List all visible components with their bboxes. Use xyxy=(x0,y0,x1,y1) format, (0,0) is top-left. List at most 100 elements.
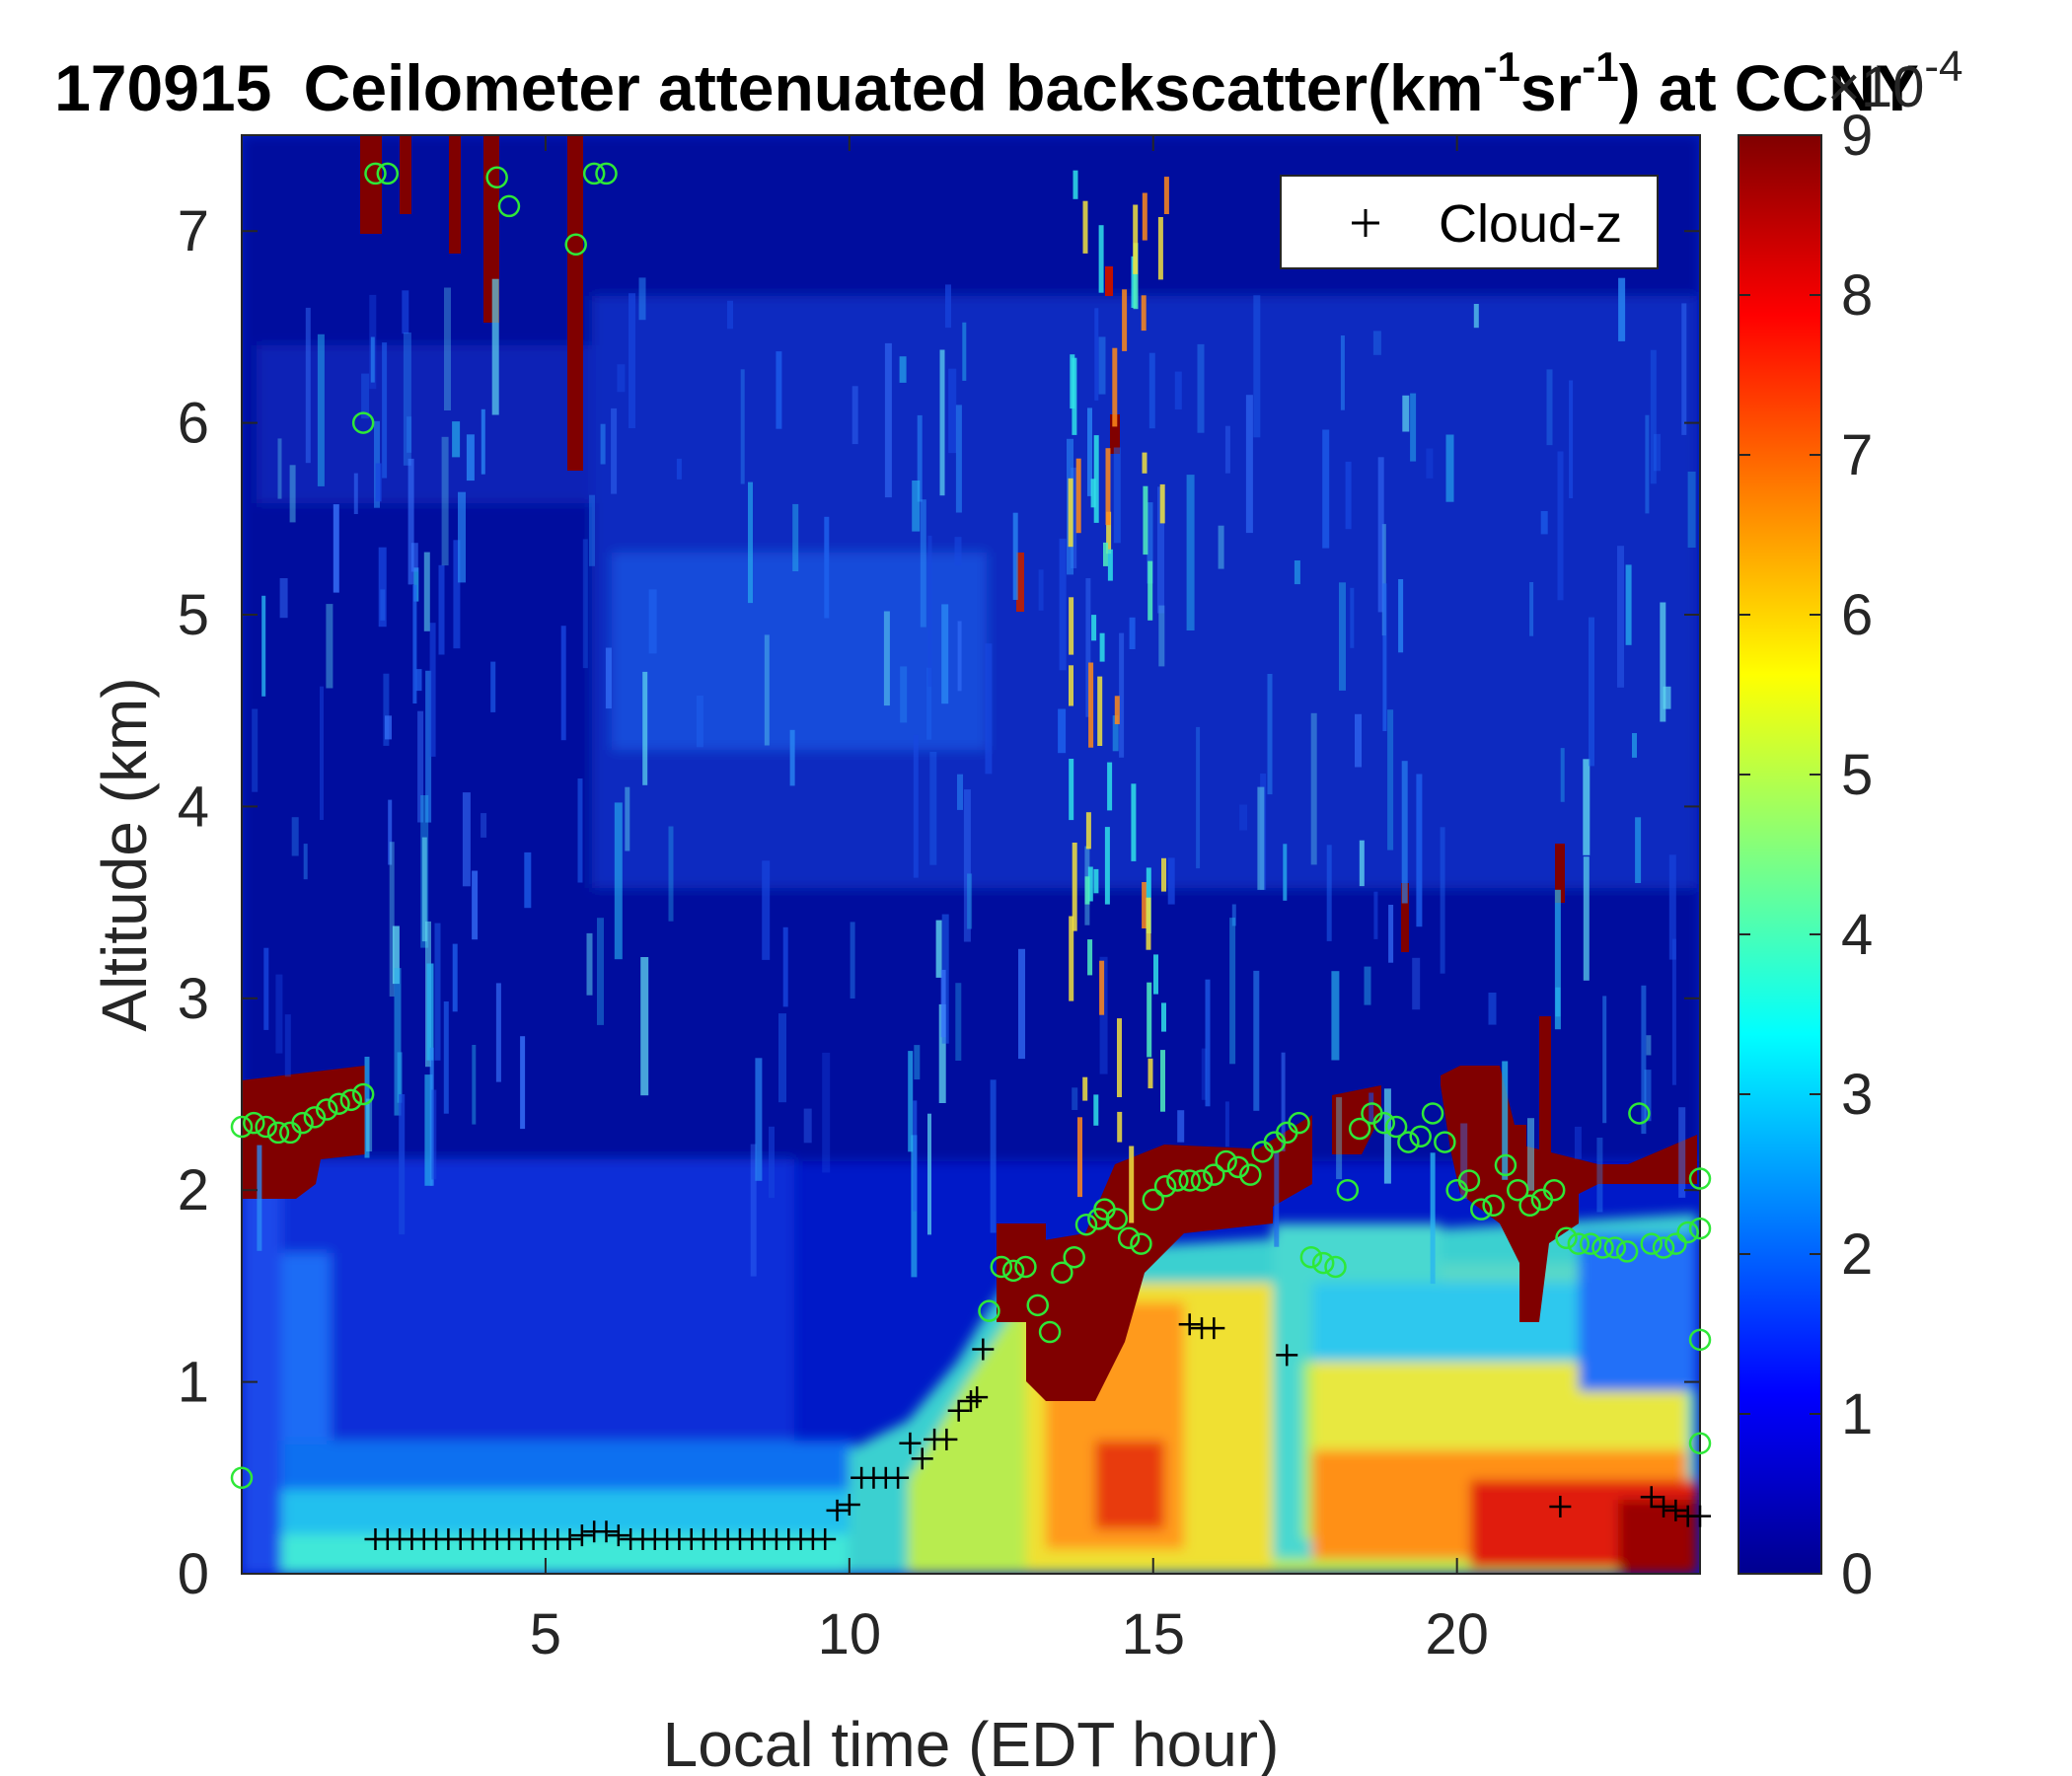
streak xyxy=(1224,425,1230,474)
colorbar-tick-label-8: 8 xyxy=(1841,263,1873,328)
streak xyxy=(560,626,566,741)
streak xyxy=(1602,996,1607,1124)
streak xyxy=(1281,1052,1286,1151)
streak-bright xyxy=(1107,762,1113,811)
streak xyxy=(1527,1118,1534,1191)
cloud-z-marker xyxy=(935,1428,958,1450)
pbl-circle xyxy=(978,1299,1000,1322)
streak-bright xyxy=(1093,435,1099,523)
streak-bright xyxy=(1087,866,1093,902)
streak xyxy=(577,778,583,883)
colorbar-multiplier-exp: -4 xyxy=(1924,42,1962,91)
y-tick-label-2: 2 xyxy=(178,1158,209,1222)
streak xyxy=(1668,854,1676,960)
streak xyxy=(1625,564,1632,645)
streak xyxy=(1416,774,1423,927)
streak xyxy=(415,669,422,692)
streak xyxy=(913,1100,918,1212)
streak xyxy=(1274,1151,1280,1247)
pbl-circle xyxy=(230,1115,254,1139)
streak xyxy=(676,458,682,480)
streak xyxy=(1253,295,1261,438)
streak xyxy=(884,342,892,498)
streak xyxy=(824,516,830,619)
streak xyxy=(426,963,434,1061)
streak xyxy=(353,473,358,514)
streak-bright xyxy=(1105,448,1111,526)
pbl-circle xyxy=(1299,1245,1323,1269)
streak-bright xyxy=(1091,615,1097,641)
streak xyxy=(605,647,612,709)
streak xyxy=(466,434,475,481)
streak-bright xyxy=(1070,354,1075,409)
streak xyxy=(320,686,324,820)
y-tick-label-0: 0 xyxy=(178,1542,209,1606)
streak xyxy=(1119,632,1125,758)
streak xyxy=(389,842,395,997)
streak xyxy=(383,673,390,746)
pbl-circle xyxy=(1507,1178,1529,1202)
streak-bright xyxy=(1093,868,1099,894)
x-tick-label-5: 5 xyxy=(530,1602,561,1666)
streak xyxy=(1098,336,1106,395)
cloud-z-marker xyxy=(1640,1486,1663,1509)
pbl-circle xyxy=(1190,1169,1214,1192)
colorbar-tick-label-0: 0 xyxy=(1841,1542,1873,1606)
streak-bright xyxy=(1161,857,1166,892)
streak xyxy=(642,671,648,785)
streak xyxy=(380,589,386,621)
streak xyxy=(1355,713,1362,768)
pbl-circle xyxy=(1166,1169,1189,1192)
streak xyxy=(1147,502,1153,584)
colorbar-tick-label-9: 9 xyxy=(1841,104,1873,168)
pbl-circle xyxy=(1336,1178,1360,1202)
streak xyxy=(1059,538,1067,671)
streak xyxy=(748,481,753,604)
title-sr: sr xyxy=(1520,51,1582,124)
pbl-circle-markers xyxy=(230,162,1712,1490)
pbl-circle xyxy=(1142,1188,1164,1212)
streak xyxy=(452,943,458,1012)
streak xyxy=(899,356,907,383)
streak xyxy=(1158,605,1165,667)
streak xyxy=(755,1058,763,1181)
colorbar-tick-label-3: 3 xyxy=(1841,1063,1873,1127)
streak xyxy=(1460,1123,1468,1199)
streak xyxy=(750,1144,757,1277)
streak xyxy=(382,342,388,479)
streak xyxy=(990,1079,997,1233)
streak xyxy=(472,870,479,940)
pbl-circle xyxy=(328,1092,350,1115)
y-tick-label-4: 4 xyxy=(178,775,209,839)
streak xyxy=(927,535,932,687)
pbl-circle xyxy=(1026,1294,1049,1317)
streak xyxy=(920,499,926,628)
streak xyxy=(1018,948,1025,1060)
streak-bright xyxy=(1153,954,1158,995)
streak xyxy=(399,1094,406,1235)
streak xyxy=(1546,369,1553,446)
cloud-z-marker xyxy=(570,1524,593,1547)
pbl-circle xyxy=(1215,1149,1237,1173)
streak xyxy=(1382,583,1387,731)
streak xyxy=(1663,686,1671,709)
pbl-circle xyxy=(1579,1232,1602,1255)
streak xyxy=(1412,957,1421,1010)
streak xyxy=(938,1003,946,1103)
streak xyxy=(1364,966,1371,1005)
streak xyxy=(1678,1107,1686,1198)
streak xyxy=(822,1052,831,1173)
pbl-circle xyxy=(351,1082,375,1106)
streak xyxy=(638,277,646,321)
streak xyxy=(495,983,501,1082)
streak xyxy=(1196,726,1201,869)
cloud-z-marker xyxy=(1653,1495,1675,1517)
streak xyxy=(792,503,799,571)
pbl-circle xyxy=(1239,1163,1262,1186)
streak-bright xyxy=(1160,1050,1165,1112)
streak xyxy=(1369,1092,1374,1125)
cloud-z-marker xyxy=(1276,1344,1298,1367)
streak-bright xyxy=(1082,1076,1088,1101)
colorbar-tick-label-1: 1 xyxy=(1841,1382,1873,1446)
